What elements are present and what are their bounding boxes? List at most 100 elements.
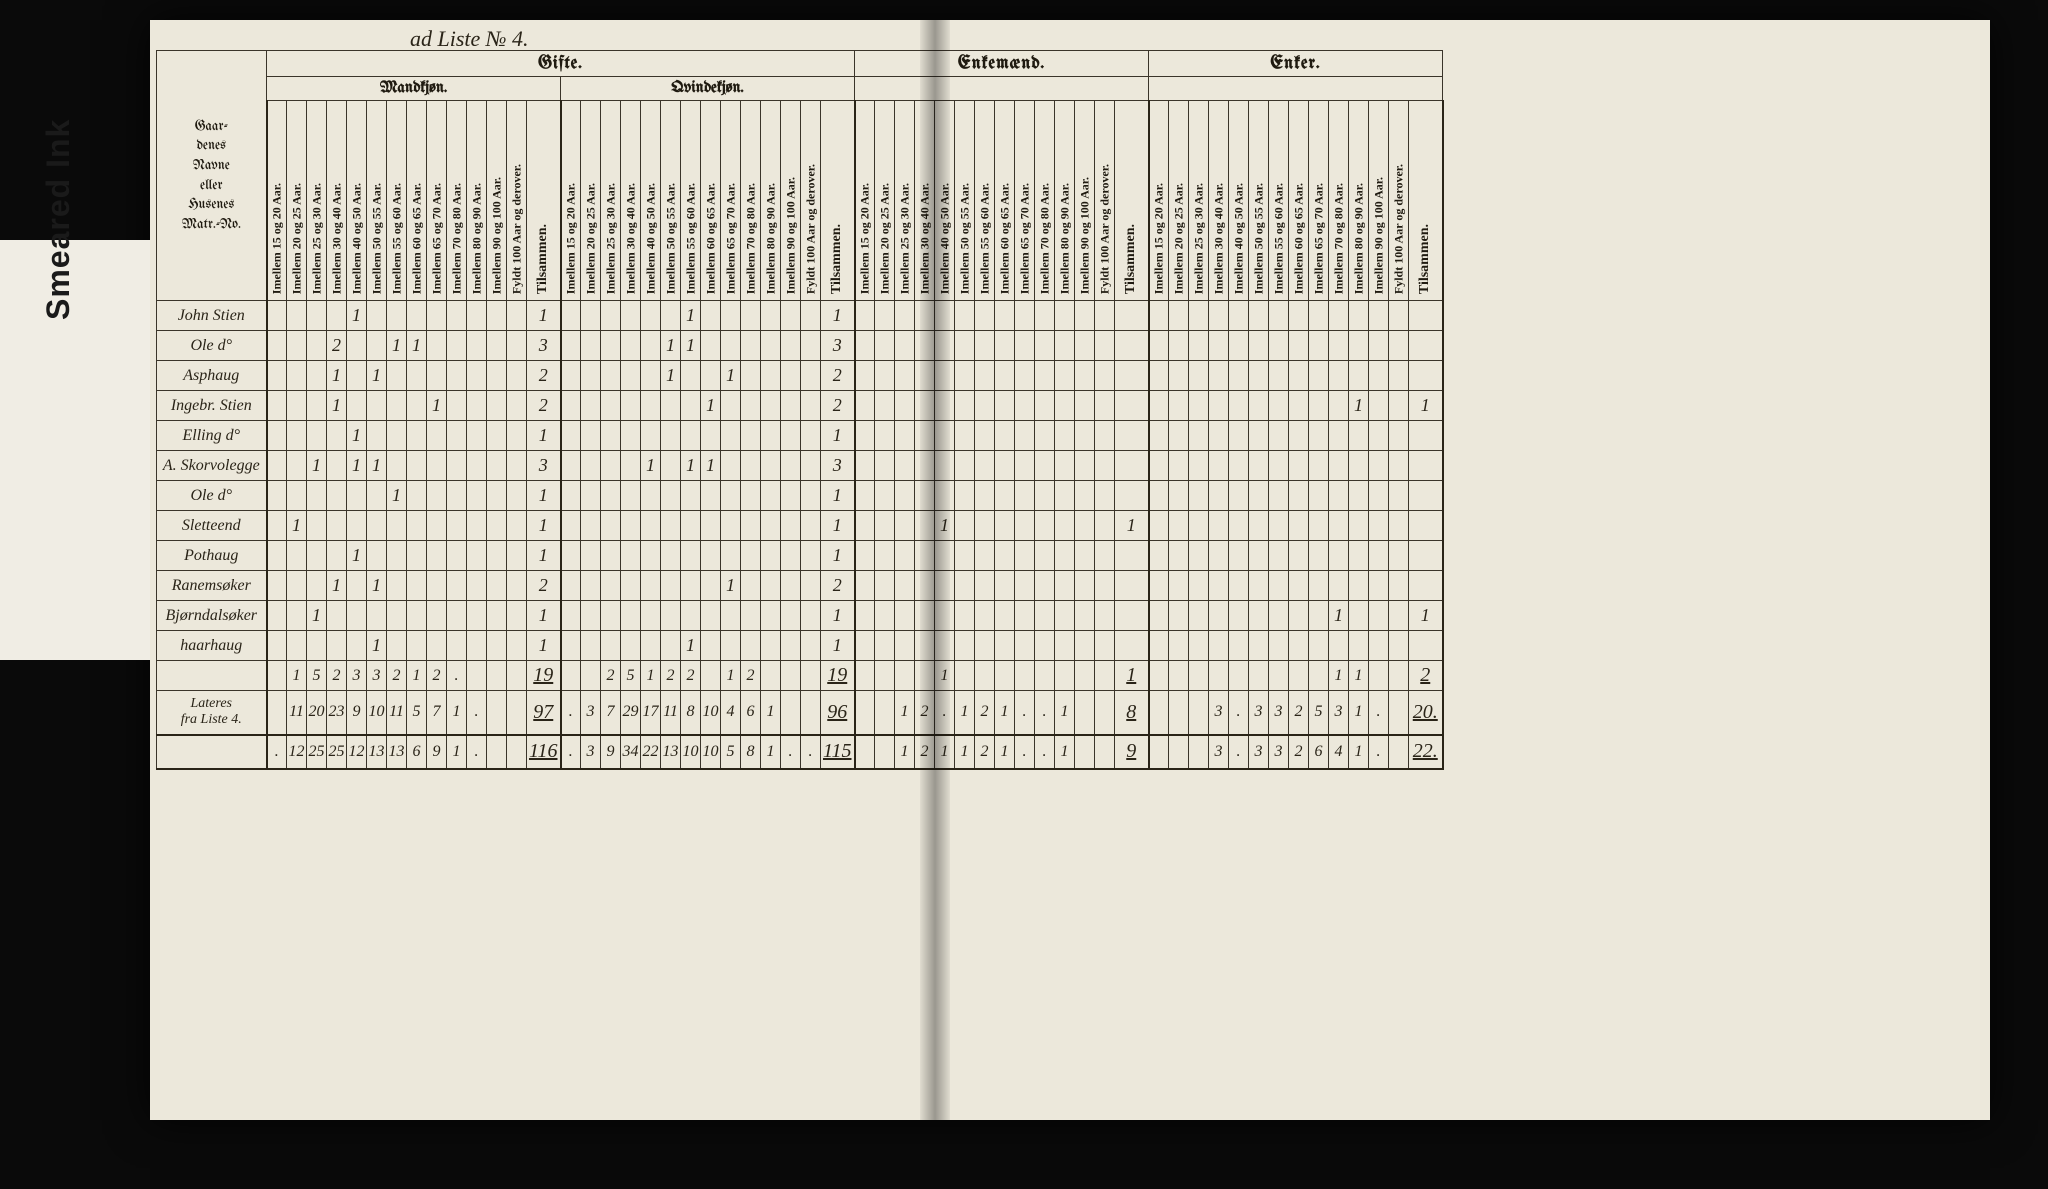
data-cell: [427, 571, 447, 601]
data-cell: [307, 361, 327, 391]
age-header: Imellem 55 og 60 Aar.: [387, 101, 407, 301]
data-cell: [661, 451, 681, 481]
data-cell: [975, 511, 995, 541]
data-cell: [1055, 361, 1075, 391]
data-cell: [801, 691, 821, 735]
data-cell: [761, 541, 781, 571]
data-cell: [601, 601, 621, 631]
data-cell: [1055, 661, 1075, 691]
data-cell: [507, 691, 527, 735]
data-cell: [601, 571, 621, 601]
data-cell: [895, 661, 915, 691]
data-cell: [741, 361, 761, 391]
data-cell: [995, 391, 1015, 421]
data-cell: [561, 331, 581, 361]
data-cell: [347, 331, 367, 361]
row-sum: 1: [527, 631, 561, 661]
row-sum: 9: [1115, 735, 1149, 769]
row-sum: 1: [1409, 391, 1443, 421]
data-cell: [307, 571, 327, 601]
data-cell: 1: [287, 661, 307, 691]
data-cell: [641, 541, 661, 571]
data-cell: [1189, 661, 1209, 691]
data-cell: 5: [307, 661, 327, 691]
row-sum: [1115, 631, 1149, 661]
data-cell: [407, 631, 427, 661]
row-sum: [1409, 301, 1443, 331]
data-cell: [1229, 391, 1249, 421]
data-cell: [1015, 331, 1035, 361]
data-cell: [1035, 361, 1055, 391]
data-cell: [975, 601, 995, 631]
data-cell: [1095, 511, 1115, 541]
data-cell: [741, 301, 761, 331]
data-cell: 5: [621, 661, 641, 691]
row-sum: 2: [527, 391, 561, 421]
data-cell: 1: [701, 391, 721, 421]
data-cell: 3: [1209, 691, 1229, 735]
data-cell: [1189, 735, 1209, 769]
data-cell: [487, 691, 507, 735]
data-cell: [721, 601, 741, 631]
row-sum: 22.: [1409, 735, 1443, 769]
data-cell: [1309, 541, 1329, 571]
data-cell: [601, 631, 621, 661]
data-cell: [447, 571, 467, 601]
data-cell: [895, 301, 915, 331]
data-cell: [1249, 361, 1269, 391]
row-name: Ingebr. Stien: [157, 391, 267, 421]
data-cell: [801, 481, 821, 511]
data-cell: .: [467, 735, 487, 769]
data-cell: 1: [1349, 391, 1369, 421]
data-cell: [507, 421, 527, 451]
table-row: Lateres fra Liste 4.11202391011571.97.37…: [157, 691, 1443, 735]
data-cell: [1189, 451, 1209, 481]
list-reference: ad Liste № 4.: [410, 26, 529, 52]
data-cell: [1169, 391, 1189, 421]
data-cell: [895, 511, 915, 541]
row-sum: 1: [821, 511, 855, 541]
table-row: .122525121313691.116.393422131010581..11…: [157, 735, 1443, 769]
row-sum: [1115, 391, 1149, 421]
data-cell: [287, 451, 307, 481]
data-cell: [1209, 301, 1229, 331]
data-cell: [387, 631, 407, 661]
data-cell: [875, 361, 895, 391]
data-cell: [1369, 631, 1389, 661]
data-cell: 23: [327, 691, 347, 735]
data-cell: [1035, 481, 1055, 511]
row-sum: [1409, 511, 1443, 541]
data-cell: [367, 301, 387, 331]
data-cell: [855, 601, 875, 631]
data-cell: [1269, 421, 1289, 451]
data-cell: 10: [701, 735, 721, 769]
data-cell: [1055, 631, 1075, 661]
data-cell: [1229, 481, 1249, 511]
data-cell: [1389, 391, 1409, 421]
data-cell: [875, 421, 895, 451]
data-cell: [1095, 301, 1115, 331]
data-cell: [1309, 421, 1329, 451]
data-cell: [287, 571, 307, 601]
data-cell: [581, 391, 601, 421]
row-sum: 1: [1115, 661, 1149, 691]
data-cell: [1349, 481, 1369, 511]
data-cell: [1075, 631, 1095, 661]
data-cell: [601, 451, 621, 481]
data-cell: [507, 361, 527, 391]
data-cell: [1075, 481, 1095, 511]
data-cell: [1149, 541, 1169, 571]
data-cell: [1329, 571, 1349, 601]
data-cell: [781, 661, 801, 691]
data-cell: [561, 631, 581, 661]
age-header: Imellem 40 og 50 Aar.: [935, 101, 955, 301]
data-cell: [621, 571, 641, 601]
age-header: Imellem 70 og 80 Aar.: [447, 101, 467, 301]
data-cell: 1: [681, 631, 701, 661]
data-cell: [741, 451, 761, 481]
data-cell: [1229, 301, 1249, 331]
data-cell: 3: [1249, 691, 1269, 735]
data-cell: [307, 631, 327, 661]
data-cell: 10: [681, 735, 701, 769]
data-cell: 1: [367, 631, 387, 661]
